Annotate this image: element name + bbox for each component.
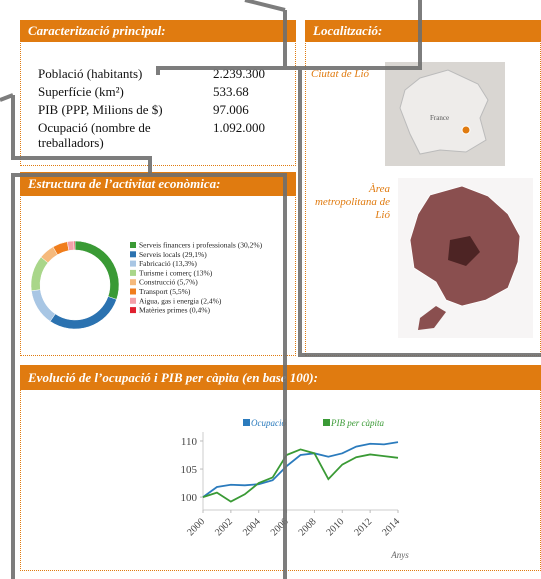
legend-label: Fabricació (13,3%) [139, 259, 197, 268]
donut-segment [74, 240, 120, 300]
cell: 97.006 [213, 102, 249, 117]
legend-swatch [130, 288, 136, 295]
legend-label: Turisme i comerç (13%) [139, 268, 213, 277]
legend-swatch [130, 279, 136, 286]
donut-segment [49, 296, 117, 330]
donut-segment [73, 240, 76, 251]
y-tick-label: 100 [181, 492, 198, 504]
legend-swatch [130, 269, 136, 276]
donut-segment [30, 256, 49, 292]
x-tick-label: 2002 [213, 516, 235, 538]
x-tick-label: 2012 [352, 516, 374, 538]
cell: 533.68 [213, 84, 249, 99]
legend-swatch [130, 297, 136, 304]
y-tick-label: 110 [181, 436, 198, 448]
legend-swatch [130, 242, 136, 248]
legend-label: Transport (5,5%) [139, 287, 191, 296]
legend-swatch [130, 307, 136, 314]
legend-swatch [130, 260, 136, 267]
line [202, 448, 399, 503]
legend-swatch [323, 419, 330, 426]
cell: Població (habitants) [38, 66, 143, 81]
x-tick-label: 2000 [185, 516, 207, 538]
y-tick-label: 105 [181, 464, 198, 476]
legend-swatch [243, 419, 250, 426]
x-tick-label: 2008 [297, 516, 319, 538]
legend-label: Serveis locals (29,1%) [139, 250, 207, 259]
x-tick-label: 2004 [241, 516, 263, 538]
x-axis-label: Anys [390, 550, 409, 560]
x-tick-label: 2010 [324, 516, 346, 538]
legend-swatch [130, 251, 136, 258]
x-tick-label: 2006 [269, 516, 291, 538]
legend-label: Aigua, gas i energia (2,4%) [139, 296, 222, 305]
metro-map [398, 178, 533, 338]
donut-segment [31, 289, 56, 322]
legend-label: Construcció (5,7%) [139, 278, 198, 287]
legend-label: Matèries primes (0,4%) [139, 306, 211, 315]
legend-label: PIB per càpita [330, 418, 384, 428]
cell: 1.092.000 [213, 120, 265, 135]
legend-label: Ocupació [251, 418, 286, 428]
x-tick-label: 2014 [380, 516, 402, 538]
svg-text:France: France [430, 114, 449, 122]
france-map: France [385, 62, 505, 166]
legend-label: Serveis financers i professionals (30,2%… [139, 241, 263, 250]
